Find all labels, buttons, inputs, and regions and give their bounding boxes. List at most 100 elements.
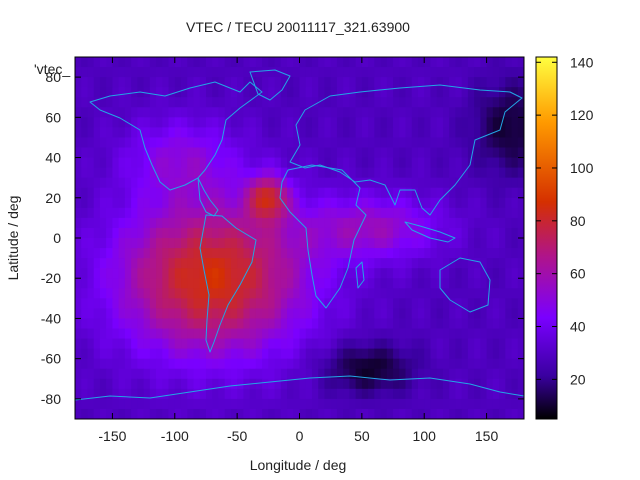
heatmap-cell: [511, 137, 519, 149]
heatmap-cell: [199, 137, 207, 149]
heatmap-cell: [386, 408, 394, 419]
heatmap-cell: [393, 268, 400, 279]
heatmap-cell: [87, 187, 95, 199]
heatmap-cell: [99, 77, 107, 88]
heatmap-cell: [299, 338, 307, 350]
heatmap-cell: [455, 77, 463, 88]
heatmap-cell: [193, 378, 201, 390]
heatmap-cell: [230, 227, 238, 239]
heatmap-cell: [355, 368, 363, 380]
heatmap-cell: [355, 348, 363, 360]
heatmap-cell: [224, 157, 232, 169]
heatmap-cell: [156, 328, 163, 340]
heatmap-cell: [311, 408, 319, 419]
heatmap-cell: [205, 278, 213, 289]
heatmap-cell: [131, 177, 138, 189]
heatmap-cell: [237, 157, 244, 169]
heatmap-cell: [467, 77, 475, 88]
heatmap-cell: [106, 278, 114, 289]
heatmap-cell: [149, 408, 157, 419]
heatmap-cell: [386, 358, 394, 370]
heatmap-cell: [181, 77, 188, 88]
heatmap-cell: [349, 177, 357, 189]
heatmap-cell: [436, 127, 444, 139]
heatmap-cell: [455, 127, 463, 139]
heatmap-cell: [311, 97, 319, 108]
heatmap-cell: [156, 177, 163, 189]
coastline-madagascar: [355, 261, 365, 289]
heatmap-cell: [336, 318, 344, 330]
heatmap-cell: [118, 348, 126, 360]
heatmap-cell: [243, 157, 251, 169]
heatmap-cell: [349, 278, 357, 289]
heatmap-cell: [417, 288, 425, 299]
heatmap-cell: [193, 97, 201, 108]
heatmap-cell: [499, 167, 506, 179]
heatmap-cell: [461, 238, 469, 249]
heatmap-cell: [467, 388, 475, 400]
heatmap-cell: [162, 358, 170, 370]
heatmap-cell: [461, 298, 469, 309]
heatmap-cell: [405, 308, 413, 320]
heatmap-cell: [212, 358, 220, 370]
heatmap-cell: [224, 147, 232, 159]
heatmap-cell: [124, 288, 132, 299]
heatmap-cell: [455, 408, 463, 419]
heatmap-cell: [205, 57, 213, 68]
heatmap-cell: [218, 328, 226, 340]
heatmap-cell: [424, 248, 432, 259]
heatmap-cell: [486, 328, 494, 340]
heatmap-cell: [162, 127, 170, 139]
heatmap-cell: [106, 378, 114, 390]
heatmap-cell: [168, 388, 176, 400]
heatmap-cell: [336, 117, 344, 128]
heatmap-cell: [393, 378, 400, 390]
heatmap-cell: [118, 318, 126, 330]
heatmap-cell: [368, 107, 375, 118]
heatmap-cell: [280, 308, 288, 320]
heatmap-cell: [156, 117, 163, 128]
heatmap-cell: [436, 248, 444, 259]
heatmap-cell: [156, 197, 163, 209]
heatmap-cell: [449, 117, 457, 128]
heatmap-cell: [505, 227, 513, 239]
heatmap-cell: [118, 97, 126, 108]
heatmap-cell: [442, 117, 450, 128]
heatmap-cell: [405, 398, 413, 410]
heatmap-cell: [75, 298, 82, 309]
heatmap-cell: [293, 278, 301, 289]
heatmap-cell: [212, 167, 220, 179]
heatmap-cell: [199, 77, 207, 88]
heatmap-cell: [243, 127, 251, 139]
heatmap-cell: [336, 398, 344, 410]
heatmap-cell: [124, 87, 132, 98]
heatmap-cell: [75, 127, 82, 139]
heatmap-cell: [168, 298, 176, 309]
heatmap-cell: [349, 258, 357, 269]
heatmap-cell: [93, 197, 101, 209]
heatmap-cell: [131, 117, 138, 128]
heatmap-cell: [249, 328, 257, 340]
heatmap-cell: [330, 107, 338, 118]
heatmap-cell: [131, 308, 138, 320]
heatmap-cell: [411, 338, 419, 350]
heatmap-cell: [330, 87, 338, 98]
heatmap-cell: [417, 167, 425, 179]
heatmap-cell: [137, 227, 145, 239]
heatmap-cell: [374, 248, 382, 259]
heatmap-cell: [174, 107, 182, 118]
heatmap-cell: [287, 217, 294, 229]
heatmap-cell: [237, 217, 244, 229]
heatmap-cell: [492, 187, 500, 199]
heatmap-cell: [305, 67, 313, 78]
heatmap-cell: [324, 298, 332, 309]
heatmap-cell: [305, 87, 313, 98]
heatmap-cell: [230, 157, 238, 169]
heatmap-cell: [380, 77, 388, 88]
heatmap-cell: [474, 358, 481, 370]
heatmap-cell: [417, 318, 425, 330]
heatmap-cell: [168, 167, 176, 179]
heatmap-cell: [230, 137, 238, 149]
heatmap-cell: [318, 348, 326, 360]
heatmap-cell: [212, 298, 220, 309]
